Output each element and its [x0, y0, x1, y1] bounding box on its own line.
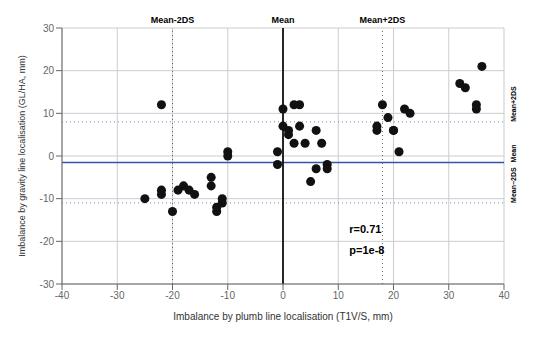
svg-text:10: 10	[333, 290, 345, 301]
svg-text:30: 30	[443, 290, 455, 301]
html-text:p=1e-8: p=1e-8	[349, 244, 385, 257]
svg-text:20: 20	[388, 290, 400, 301]
svg-text:Imbalance by gravity line loca: Imbalance by gravity line localisation (…	[17, 55, 27, 257]
svg-text:Mean-2DS: Mean-2DS	[151, 15, 195, 25]
svg-text:0: 0	[280, 290, 286, 301]
html-text:r=0.71: r=0.71	[349, 222, 382, 235]
svg-text:Mean+2DS: Mean+2DS	[510, 86, 517, 122]
svg-text:Mean: Mean	[510, 144, 517, 162]
svg-text:20: 20	[43, 65, 55, 76]
svg-text:0: 0	[48, 151, 54, 162]
svg-text:-30: -30	[110, 290, 125, 301]
svg-text:-20: -20	[165, 290, 180, 301]
svg-text:-30: -30	[40, 279, 55, 290]
svg-text:40: 40	[498, 290, 510, 301]
svg-text:-40: -40	[55, 290, 70, 301]
svg-text:-20: -20	[40, 236, 55, 247]
svg-text:Imbalance by plumb line locali: Imbalance by plumb line localisation (T1…	[173, 311, 393, 322]
svg-text:Mean: Mean	[271, 15, 294, 25]
svg-text:30: 30	[43, 23, 55, 34]
svg-text:-10: -10	[221, 290, 236, 301]
svg-text:-10: -10	[40, 193, 55, 204]
svg-text:Mean−2DS: Mean−2DS	[510, 167, 517, 203]
svg-text:10: 10	[43, 108, 55, 119]
svg-text:Mean+2DS: Mean+2DS	[360, 15, 406, 25]
